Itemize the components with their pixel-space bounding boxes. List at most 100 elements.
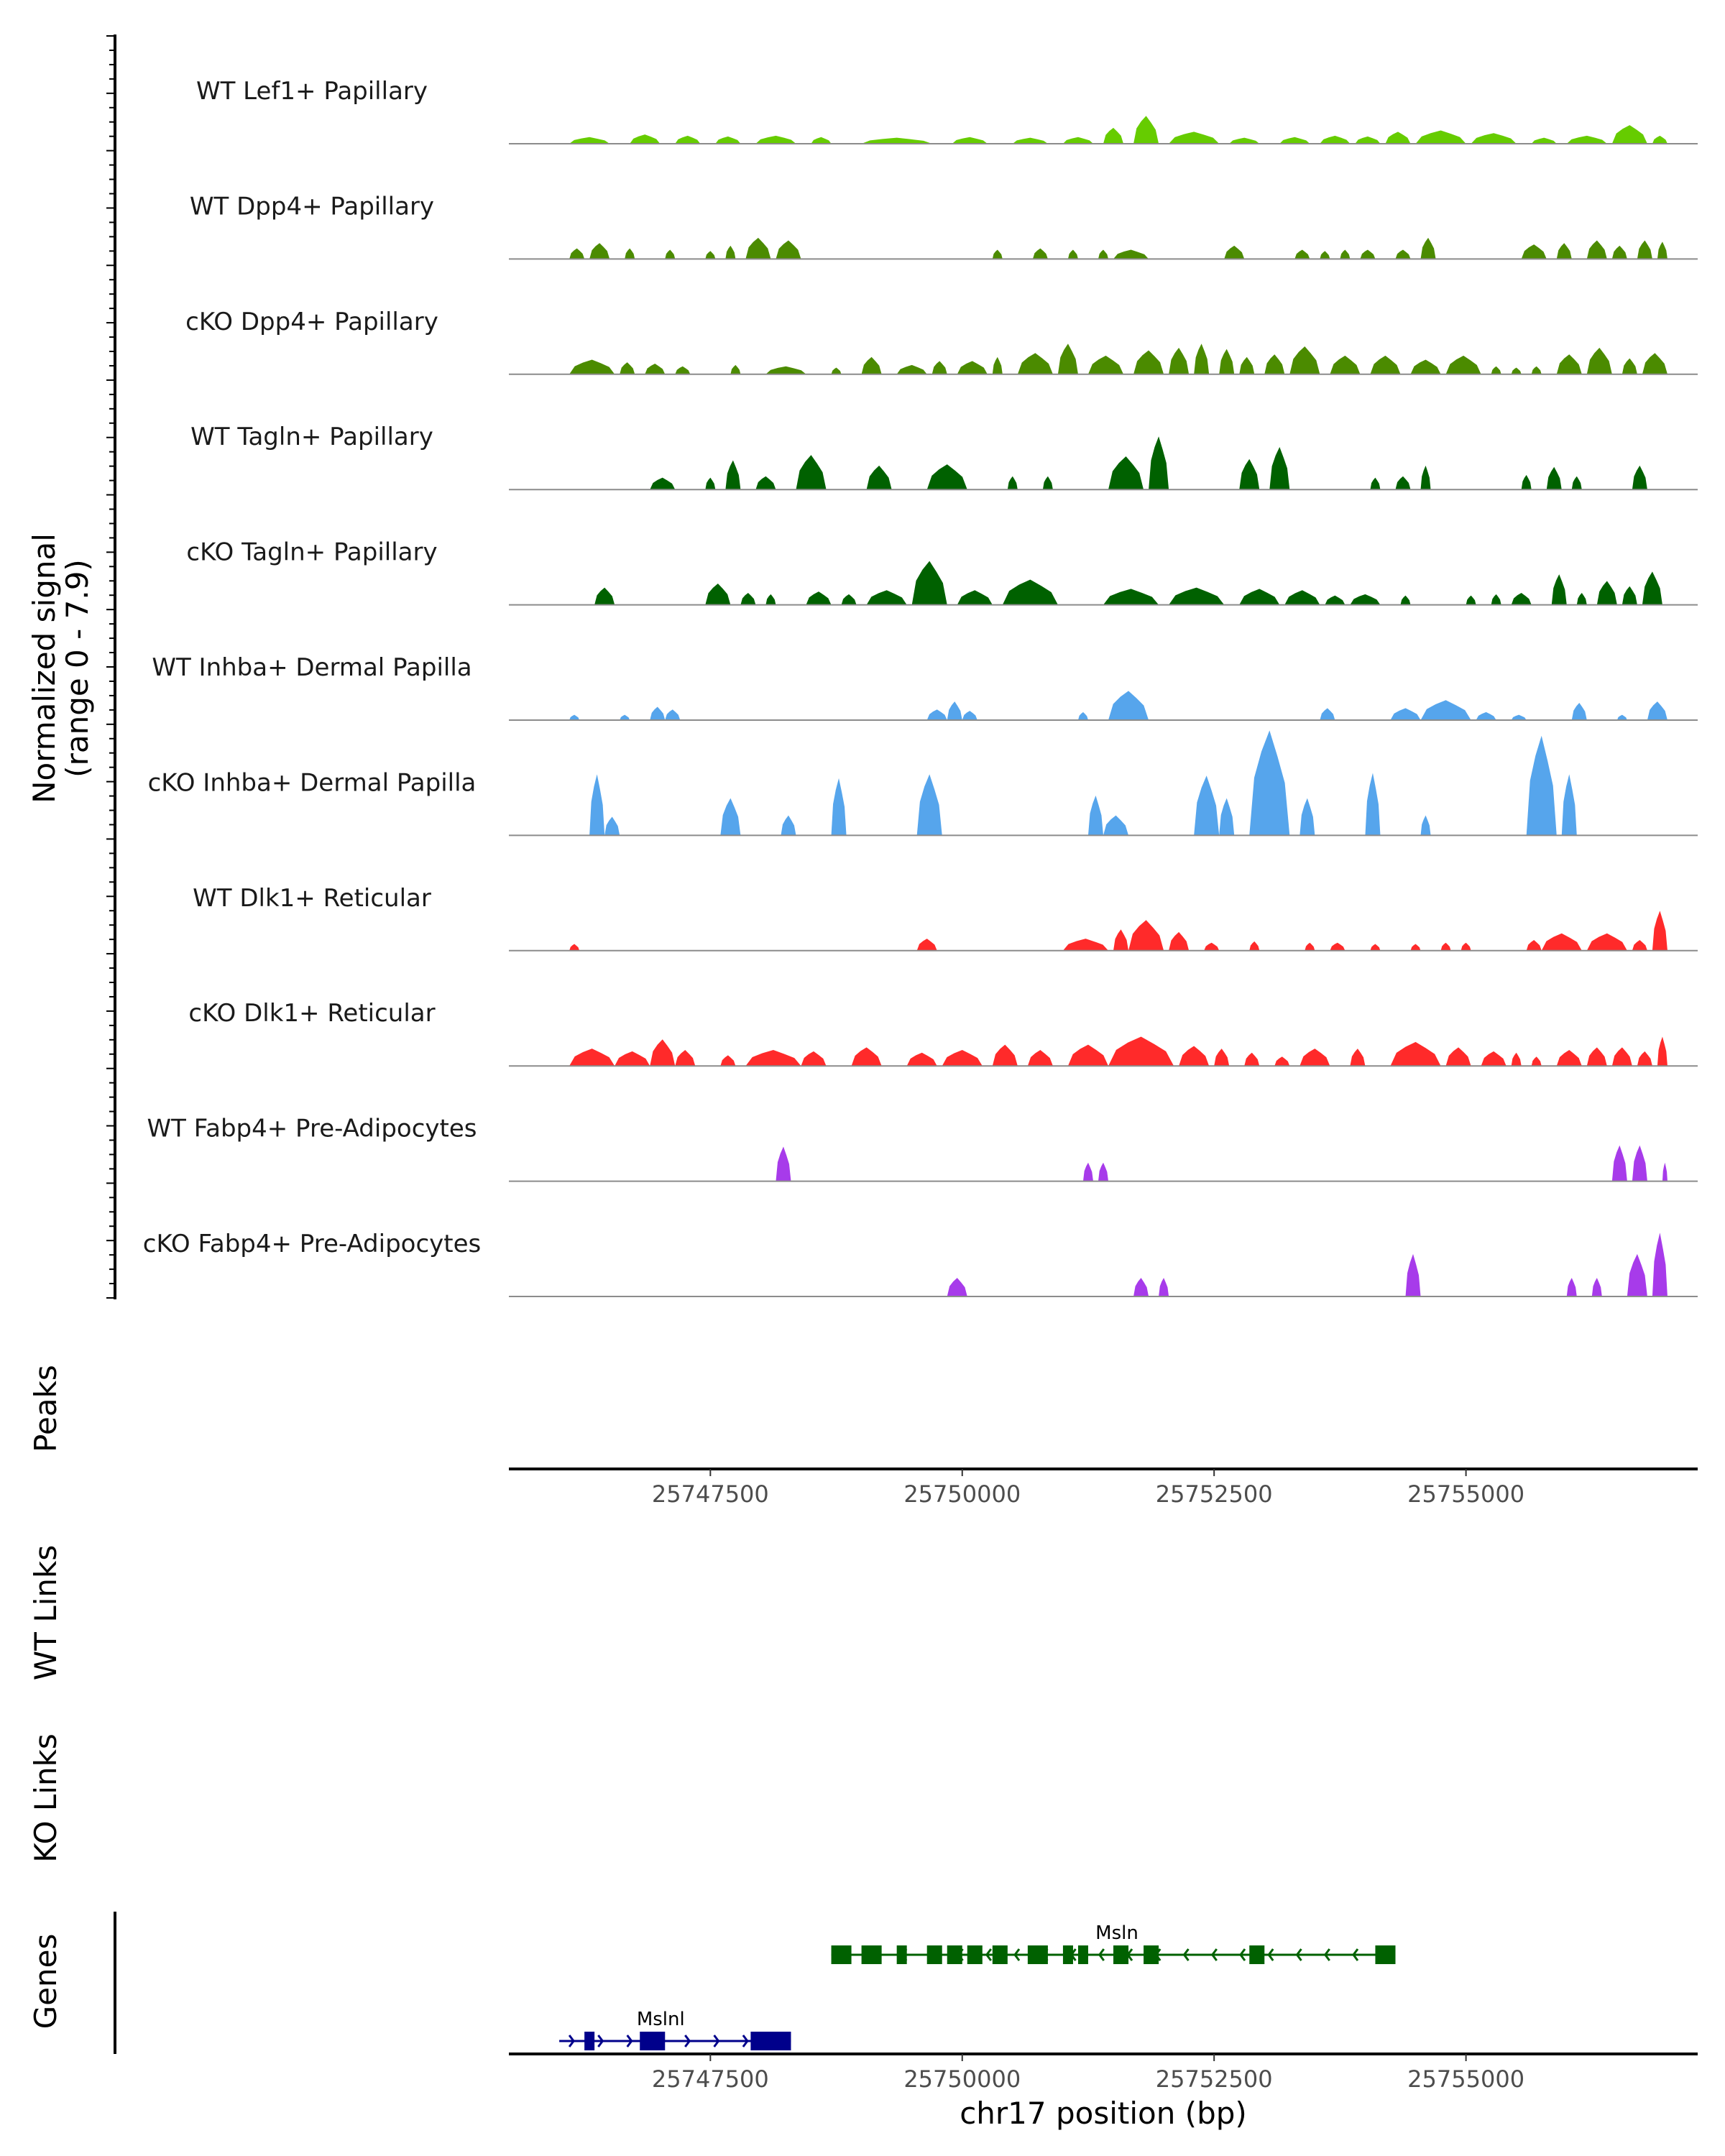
strand-arrow (1182, 1948, 1190, 1961)
coverage-peak (1642, 353, 1668, 374)
coverage-peak (916, 774, 942, 836)
coverage-peak (1511, 367, 1522, 374)
coverage-peak (1586, 933, 1627, 951)
coverage-peak (1264, 354, 1285, 374)
coverage-peak (1087, 355, 1124, 374)
track-label: cKO Dlk1+ Reticular (188, 999, 435, 1028)
coverage-peak (896, 364, 927, 374)
coverage-peak (1219, 349, 1235, 374)
track: cKO Dlk1+ Reticular (188, 999, 1698, 1067)
coverage-peak (906, 1052, 937, 1067)
strand-arrow (713, 2035, 720, 2047)
track: cKO Dpp4+ Papillary (185, 308, 1698, 375)
coverage-peak (1325, 595, 1346, 605)
strand-arrow (684, 2035, 691, 2047)
gene-exon (992, 1945, 1008, 1964)
coverage-peak (831, 367, 842, 374)
coverage-peak (1622, 586, 1637, 605)
coverage-peak (1300, 1049, 1330, 1067)
coverage-peak (569, 944, 580, 951)
coverage-peak (620, 714, 630, 720)
gene-msln: Msln (831, 1922, 1396, 1964)
coverage-peak (1249, 941, 1260, 951)
coverage-peak (1531, 366, 1542, 374)
x-tick-label: 25747500 (652, 1480, 769, 1508)
coverage-peak (811, 137, 832, 144)
coverage-peak (952, 137, 988, 144)
genes-x-axis-ticks: 25747500 25750000 25752500 25755000 (652, 2054, 1524, 2093)
coverage-peak (1591, 1278, 1602, 1296)
coverage-peak (1279, 137, 1310, 144)
coverage-peak (1546, 466, 1562, 490)
strand-arrow (597, 2035, 604, 2047)
coverage-peak (715, 136, 741, 144)
coverage-peak (1410, 944, 1421, 951)
coverage-peak (1294, 249, 1310, 259)
gene-exon (1113, 1945, 1129, 1964)
coverage-peak (1420, 700, 1471, 720)
track-label: WT Tagln+ Papillary (190, 423, 433, 451)
coverage-peak (650, 1039, 676, 1067)
coverage-peak (705, 477, 716, 490)
strand-arrow (1323, 1948, 1330, 1961)
gene-label: Mslnl (637, 2009, 685, 2030)
coverage-peak (1214, 1049, 1230, 1067)
coverage-peak (1521, 474, 1532, 490)
coverage-peak (1637, 240, 1652, 259)
coverage-peak (1108, 456, 1144, 490)
coverage-peak (1652, 1233, 1668, 1296)
coverage-peak (851, 1047, 882, 1067)
coverage-peak (1087, 795, 1103, 836)
coverage-peak (1637, 1051, 1652, 1067)
coverage-peak (1103, 589, 1159, 605)
strand-arrow (1098, 1948, 1105, 1961)
gene-exon (947, 1945, 962, 1964)
coverage-peak (1420, 815, 1431, 836)
coverage-peak (625, 248, 635, 259)
track: WT Dlk1+ Reticular (193, 884, 1698, 952)
coverage-peak (1481, 1051, 1506, 1067)
coverage-peak (1103, 815, 1129, 836)
coverage-peak (1133, 116, 1159, 144)
coverage-peak (1556, 243, 1572, 259)
coverage-peak (1611, 1145, 1627, 1181)
coverage-peak (1169, 347, 1190, 374)
track: cKO Inhba+ Dermal Papilla (148, 730, 1698, 837)
coverage-peak (620, 362, 635, 374)
coverage-peak (1632, 1145, 1647, 1181)
strand-arrow (626, 2035, 633, 2047)
gene-label: Msln (1095, 1922, 1138, 1944)
coverage-peak (1476, 711, 1496, 720)
coverage-peak (1400, 595, 1411, 605)
coverage-peak (604, 816, 620, 836)
track: WT Dpp4+ Papillary (190, 192, 1698, 260)
gene-exon (1375, 1945, 1396, 1964)
coverage-peak (589, 774, 605, 836)
coverage-peak (1284, 590, 1320, 605)
coverage-peak (1224, 245, 1245, 259)
coverage-peak (1566, 135, 1607, 144)
gene-mslnl: Mslnl (559, 2009, 791, 2050)
gene-exon (750, 2032, 791, 2050)
coverage-peak (1647, 701, 1668, 720)
coverage-peak (650, 477, 676, 490)
track-label: WT Lef1+ Papillary (196, 77, 428, 106)
x-tick-label: 25752500 (1156, 1480, 1273, 1508)
coverage-peak (1526, 940, 1542, 951)
coverage-peak (1239, 589, 1280, 605)
coverage-peak (720, 798, 741, 836)
coverage-peak (801, 1051, 827, 1067)
coverage-peak (1556, 1050, 1582, 1067)
coverage-peak (1108, 691, 1149, 720)
track: cKO Tagln+ Papillary (186, 538, 1698, 606)
strand-arrow (1013, 1948, 1021, 1961)
coverage-peak (1460, 942, 1471, 951)
coverage-peak (1662, 1162, 1668, 1181)
coverage-peak (755, 135, 796, 144)
coverage-peak (796, 455, 827, 490)
coverage-peak (705, 251, 716, 259)
coverage-peak (841, 594, 857, 605)
coverage-peak (992, 356, 1003, 374)
coverage-peak (1511, 714, 1527, 720)
